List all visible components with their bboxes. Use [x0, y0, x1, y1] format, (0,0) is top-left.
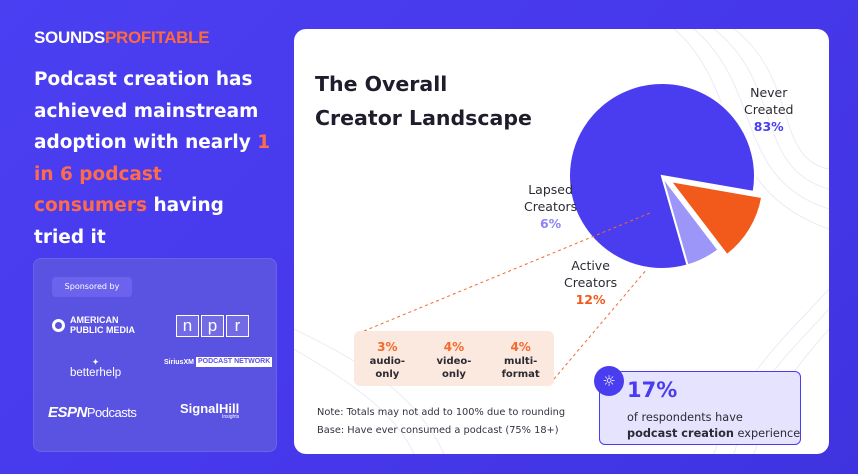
label-lapsed-line-2: Creators	[524, 199, 578, 214]
label-lapsed-line-1: Lapsed	[528, 182, 573, 197]
callout-text-2: experience	[733, 427, 801, 440]
pie-chart	[363, 82, 764, 380]
label-active-line-1: Active	[571, 258, 610, 273]
callout-text-1: of respondents have	[627, 411, 743, 424]
label-never-line-1: Never	[750, 85, 788, 100]
apm-circle-icon	[52, 318, 65, 332]
label-lapsed-creators: Lapsed Creators 6%	[524, 181, 577, 232]
active-breakdown-box: 3% audio- only 4% video- only 4% multi- …	[354, 331, 554, 386]
headline-highlight: 1 in 6 podcast consumers	[34, 132, 271, 216]
chart-title: The Overall Creator Landscape	[315, 67, 532, 135]
apm-logo: AMERICAN PUBLIC MEDIA	[52, 315, 148, 335]
pie-slice-lapsed	[661, 175, 720, 267]
betterhelp-logo: ✦ betterhelp	[70, 357, 121, 379]
siriusxm-badge: PODCAST NETWORK	[195, 357, 273, 367]
npr-letter: p	[201, 315, 224, 337]
lightbulb-icon: ☼	[594, 366, 624, 396]
footnote: Note: Totals may not add to 100% due to …	[317, 404, 565, 440]
betterhelp-icon: ✦	[91, 357, 100, 367]
label-active-creators: Active Creators 12%	[564, 257, 617, 308]
label-active-line-2: Creators	[564, 275, 618, 290]
chart-title-line-1: The Overall	[315, 72, 448, 96]
siriusxm-text: SiriusXM	[164, 358, 194, 366]
label-active-value: 12%	[575, 292, 606, 307]
label-never-line-2: Created	[744, 102, 794, 117]
breakdown-item-multi: 4% multi- format	[491, 339, 551, 386]
apm-text: AMERICAN PUBLIC MEDIA	[70, 315, 135, 335]
espn-suffix: Podcasts	[86, 405, 137, 420]
label-lapsed-value: 6%	[539, 216, 562, 231]
callout-text: of respondents have podcast creation exp…	[627, 410, 802, 442]
pie-slice-active	[668, 179, 764, 257]
connector-line-right	[553, 268, 648, 380]
breakdown-value: 4%	[443, 340, 465, 354]
breakdown-value: 4%	[510, 340, 531, 354]
npr-letter: r	[226, 315, 249, 337]
stat-callout: ☼ 17% of respondents have podcast creati…	[594, 366, 802, 445]
signalhill-sub: Insights	[222, 414, 240, 420]
footnote-line-2: Base: Have ever consumed a podcast (75% …	[317, 425, 559, 436]
chart-title-line-2: Creator Landscape	[315, 106, 532, 130]
breakdown-value: 3%	[377, 340, 398, 354]
callout-value: 17%	[627, 378, 678, 402]
sponsor-label: Sponsored by	[52, 277, 132, 297]
footnote-line-1: Note: Totals may not add to 100% due to …	[317, 407, 566, 418]
breakdown-label-line-1: video-	[436, 356, 472, 367]
label-never-created: Never Created 83%	[744, 84, 793, 135]
npr-logo: n p r	[176, 315, 249, 337]
espn-podcasts-logo: ESPNPodcasts	[48, 404, 137, 421]
headline: Podcast creation has achieved mainstream…	[34, 64, 274, 253]
siriusxm-logo: SiriusXM PODCAST NETWORK	[164, 357, 273, 367]
brand-logo: SOUNDSPROFITABLE	[34, 28, 210, 48]
label-never-value: 83%	[753, 119, 784, 134]
betterhelp-text: betterhelp	[70, 367, 122, 379]
callout-bold: podcast creation	[627, 427, 734, 440]
brand-part-1: SOUNDS	[34, 28, 105, 47]
breakdown-label-line-2: format	[501, 369, 540, 380]
chart-panel: The Overall Creator Landscape Never Crea…	[294, 29, 829, 454]
breakdown-label-line-1: multi-	[503, 356, 538, 367]
headline-text-2: having tried it	[34, 195, 224, 248]
headline-text-1: Podcast creation has achieved mainstream…	[34, 69, 259, 153]
npr-letter: n	[176, 315, 199, 337]
breakdown-item-video: 4% video- only	[424, 339, 484, 386]
breakdown-label-line-1: audio-	[369, 356, 406, 367]
signalhill-logo: SignalHill Insights	[180, 401, 239, 420]
breakdown-label-line-2: only	[375, 369, 400, 380]
signalhill-text: SignalHill	[180, 401, 240, 416]
brand-part-2: PROFITABLE	[104, 28, 210, 47]
breakdown-label-line-2: only	[442, 369, 466, 380]
sponsor-box: Sponsored by AMERICAN PUBLIC MEDIA n p r…	[33, 258, 277, 452]
breakdown-item-audio: 3% audio- only	[357, 339, 417, 386]
espn-text: ESPN	[48, 404, 87, 421]
